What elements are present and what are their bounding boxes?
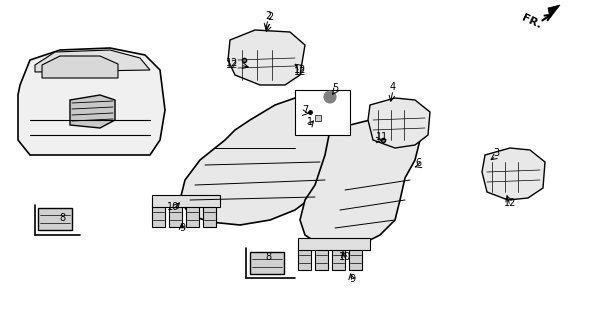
- Polygon shape: [35, 50, 150, 72]
- Text: 4: 4: [390, 82, 396, 92]
- Polygon shape: [300, 118, 420, 248]
- Polygon shape: [228, 30, 305, 85]
- Polygon shape: [169, 205, 182, 227]
- Text: 2: 2: [265, 11, 271, 21]
- Text: 2: 2: [267, 12, 273, 22]
- Polygon shape: [349, 248, 362, 270]
- Polygon shape: [203, 205, 216, 227]
- Text: 11: 11: [376, 132, 388, 142]
- Polygon shape: [152, 205, 165, 227]
- Polygon shape: [186, 205, 199, 227]
- Text: 9: 9: [179, 223, 185, 233]
- Text: 8: 8: [59, 213, 65, 223]
- Bar: [295, 90, 350, 135]
- Polygon shape: [38, 208, 72, 230]
- Text: 12: 12: [226, 58, 238, 68]
- Text: 6: 6: [415, 158, 421, 168]
- Polygon shape: [482, 148, 545, 200]
- Text: 3: 3: [493, 148, 499, 158]
- Polygon shape: [298, 248, 311, 270]
- Polygon shape: [42, 56, 118, 78]
- Text: 5: 5: [332, 83, 338, 93]
- Polygon shape: [152, 195, 220, 207]
- Polygon shape: [315, 248, 328, 270]
- Text: 9: 9: [349, 274, 355, 284]
- Text: FR.: FR.: [521, 13, 543, 31]
- Text: 1: 1: [307, 117, 313, 127]
- Polygon shape: [180, 98, 335, 225]
- Text: 12: 12: [226, 60, 238, 70]
- Text: 10: 10: [339, 252, 351, 262]
- Polygon shape: [332, 248, 345, 270]
- Polygon shape: [250, 252, 284, 274]
- Polygon shape: [70, 95, 115, 128]
- Polygon shape: [298, 238, 370, 250]
- Circle shape: [324, 91, 336, 103]
- Text: 12: 12: [294, 65, 306, 75]
- Text: 7: 7: [302, 105, 308, 115]
- Text: 12: 12: [294, 67, 306, 77]
- Polygon shape: [548, 5, 560, 18]
- Text: 8: 8: [265, 252, 271, 262]
- Text: 10: 10: [167, 202, 179, 212]
- Polygon shape: [18, 48, 165, 155]
- Text: 12: 12: [504, 198, 516, 208]
- Polygon shape: [368, 98, 430, 148]
